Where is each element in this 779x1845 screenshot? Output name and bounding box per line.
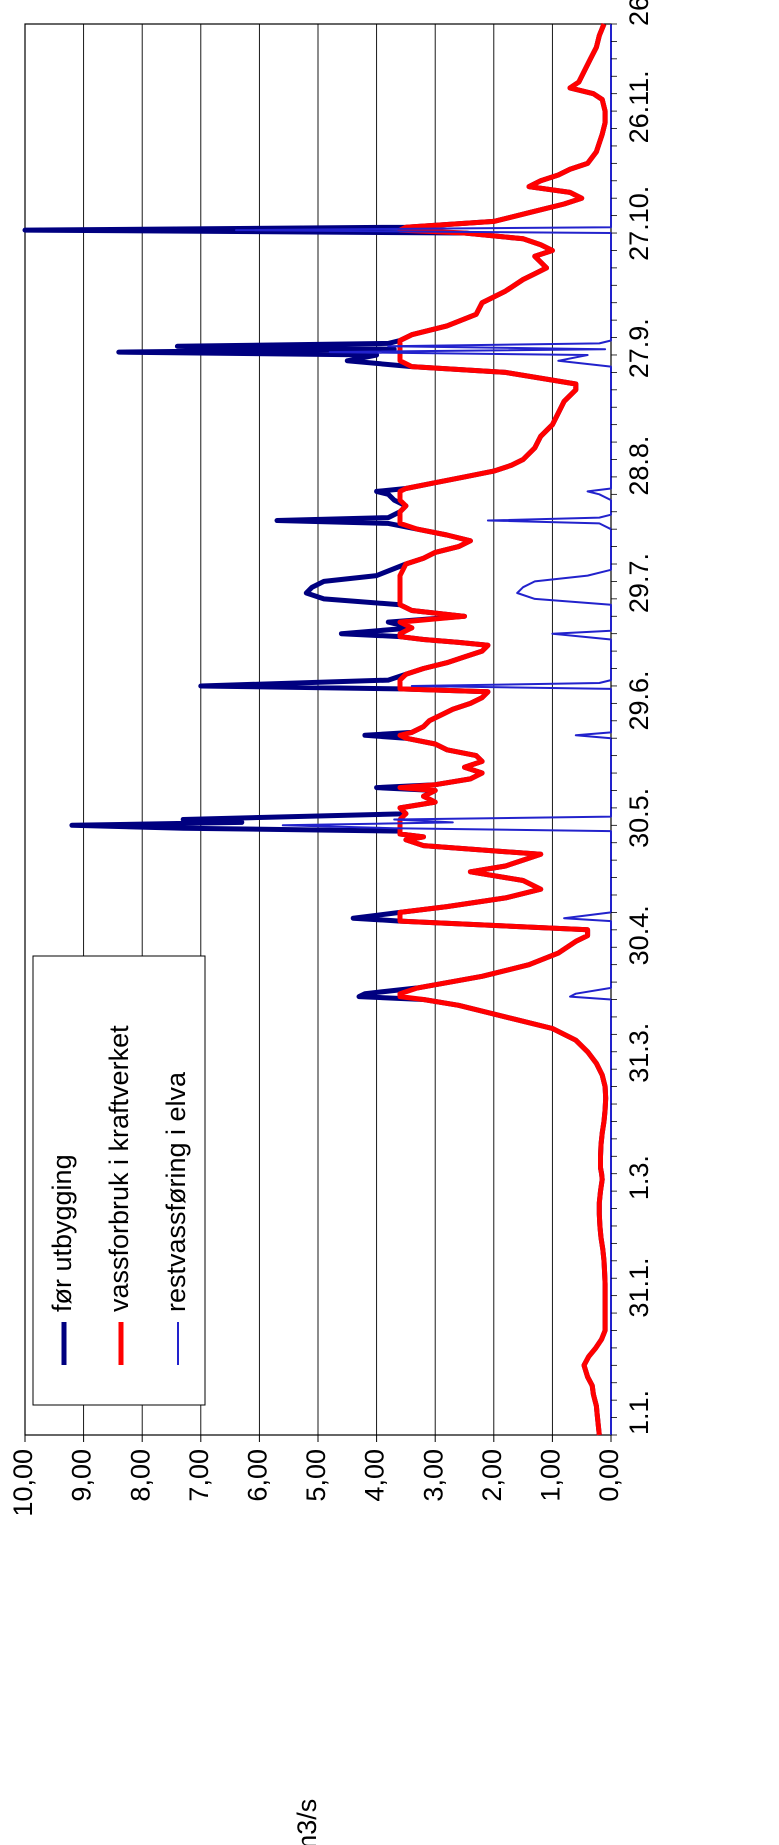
x-tick-label: 29.6. [624,670,654,730]
y-tick-label: 5,00 [301,1449,331,1502]
x-axis-tick-labels: 1.1. 31.1. 1.3. 31.3. 30.4. 30.5. 29.6. 29.7. 28… [611,0,654,1436]
x-tick-label: 26.12. [624,0,654,26]
y-axis-tick-labels: 0,00 1,00 2,00 3,00 4,00 5,00 6,00 7,00 8,00 9,00… [8,1449,624,1517]
y-tick-label: 10,00 [8,1449,38,1517]
y-axis-label: m3/s [292,1799,322,1845]
series-line [235,24,612,1435]
x-tick-label: 1.3. [624,1155,654,1200]
y-tick-label: 1,00 [536,1449,566,1502]
x-tick-label: 29.7. [624,553,654,613]
x-tick-label: 30.4. [624,905,654,965]
x-tick-label: 27.10. [624,186,654,261]
y-tick-label: 6,00 [243,1449,273,1502]
y-tick-label: 4,00 [360,1449,390,1502]
y-tick-label: 0,00 [594,1449,624,1502]
y-tick-label: 8,00 [125,1449,155,1502]
legend-label: vassforbruk i kraftverket [104,1025,134,1312]
y-tick-label: 3,00 [418,1449,448,1502]
x-tick-label: 28.8. [624,436,654,496]
x-tick-label: 31.1. [624,1258,654,1318]
x-tick-label: 27.9. [624,318,654,378]
y-tick-label: 7,00 [184,1449,214,1502]
x-tick-label: 31.3. [624,1023,654,1083]
series-line [397,23,609,1436]
series-lines [22,23,612,1436]
legend-label: før utbygging [47,1154,77,1312]
legend: før utbygging vassforbruk i kraftverket re… [32,955,206,1406]
x-tick-label: 26.11. [624,70,654,143]
legend-label: restvassføring i elva [161,1071,191,1312]
x-tick-label: 30.5. [624,788,654,848]
y-tick-label: 2,00 [477,1449,507,1502]
y-tick-label: 9,00 [67,1449,97,1502]
x-tick-label: 1.1. [624,1390,654,1435]
